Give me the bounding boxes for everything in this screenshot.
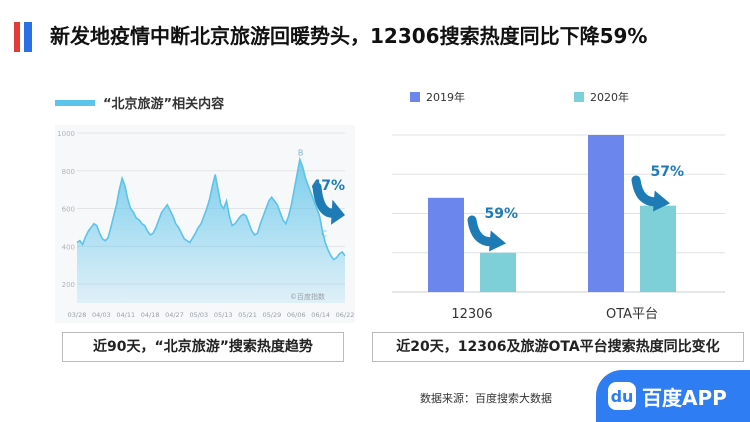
- y-tick-label: 600: [62, 206, 75, 214]
- bar-12306-1: [480, 252, 516, 292]
- baidu-index-line-chart: 1000 800 600 400 200 03/28 04/03 04/11 04/18 04/2…: [55, 125, 355, 323]
- category-label: OTA平台: [606, 307, 658, 322]
- x-tick-label: 05/13: [214, 311, 233, 319]
- yoy-bar-chart: 2019年 2020年 12306 OTA平台 59% 57%: [392, 90, 725, 322]
- annotation-12306: 59%: [484, 206, 518, 222]
- y-tick-label: 800: [62, 168, 75, 176]
- y-tick-label: 200: [62, 281, 75, 289]
- marker-b: B: [298, 148, 304, 157]
- baidu-app-badge: du 百度APP: [596, 370, 750, 422]
- accent-bar-blue: [24, 22, 32, 52]
- annotation-ota: 57%: [650, 164, 684, 180]
- page-title: 新发地疫情中断北京旅游回暖势头，12306搜索热度同比下降59%: [50, 24, 648, 48]
- series-area: [77, 159, 345, 303]
- bar-12306-0: [428, 197, 464, 292]
- x-tick-label: 04/11: [116, 311, 135, 319]
- category-label: 12306: [451, 307, 492, 322]
- legend-swatch-0: [410, 92, 420, 102]
- watermark: ©百度指数: [290, 292, 325, 301]
- down-arrow-12306: [467, 215, 506, 252]
- legend-swatch-1: [574, 92, 584, 102]
- y-tick-label: 1000: [57, 130, 75, 138]
- marker-c: C: [321, 230, 327, 239]
- legend-label: “北京旅游”相关内容: [103, 97, 225, 112]
- x-tick-label: 05/29: [263, 311, 282, 319]
- down-arrow-12306-head: [489, 230, 506, 252]
- right-caption: 近20天，12306及旅游OTA平台搜索热度同比变化: [372, 332, 744, 362]
- brand-name: 百度APP: [642, 385, 727, 410]
- left-caption: 近90天，“北京旅游”搜索热度趋势: [62, 332, 344, 362]
- x-tick-label: 04/27: [165, 311, 184, 319]
- baidu-paw-icon: du: [608, 382, 636, 410]
- bar-OTA平台-0: [588, 135, 624, 292]
- x-tick-label: 06/22: [336, 311, 355, 319]
- series-line: [76, 156, 346, 261]
- legend-swatch: [55, 99, 95, 106]
- x-tick-label: 04/18: [141, 311, 160, 319]
- left-pct-label: 47%: [311, 178, 345, 194]
- x-tick-label: 06/06: [287, 311, 306, 319]
- data-source: 数据来源：百度搜索大数据: [420, 392, 552, 405]
- down-arrow-ota: [631, 175, 670, 212]
- x-tick-label: 05/21: [238, 311, 257, 319]
- down-arrow-left-head: [331, 199, 345, 225]
- legend-label-0: 2019年: [426, 90, 465, 104]
- x-tick-label: 04/03: [92, 311, 111, 319]
- left-chart-legend: “北京旅游”相关内容: [55, 93, 224, 112]
- down-arrow-left: [312, 182, 345, 225]
- x-tick-label: 05/03: [189, 311, 208, 319]
- x-tick-label: 06/14: [311, 311, 330, 319]
- down-arrow-ota-head: [653, 190, 670, 212]
- legend-label-1: 2020年: [590, 90, 629, 104]
- y-tick-label: 400: [62, 243, 75, 251]
- accent-bar-red: [14, 22, 20, 52]
- bar-OTA平台-1: [640, 205, 676, 292]
- x-tick-label: 03/28: [68, 311, 87, 319]
